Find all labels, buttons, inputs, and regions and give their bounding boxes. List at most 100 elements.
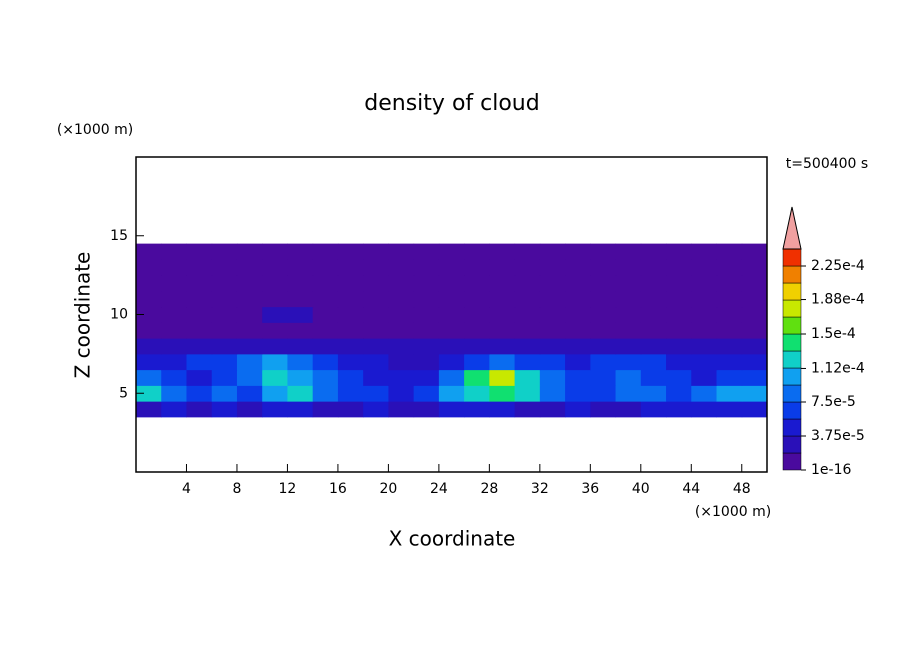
- contour-cell: [186, 338, 213, 355]
- contour-cell: [388, 353, 415, 371]
- contour-cell: [186, 306, 213, 323]
- contour-cell: [539, 369, 566, 386]
- contour-cell: [337, 243, 364, 260]
- contour-cell: [514, 385, 541, 402]
- contour-cell: [161, 322, 187, 339]
- contour-cell: [337, 290, 364, 308]
- contour-cell: [489, 243, 516, 260]
- contour-cell: [464, 353, 490, 371]
- contour-cell: [640, 338, 667, 355]
- contour-cell: [615, 385, 642, 402]
- contour-cell: [438, 338, 465, 355]
- contour-cell: [161, 385, 187, 402]
- colorbar-band: [782, 282, 802, 301]
- colorbar-band: [782, 384, 802, 403]
- contour-cell: [514, 306, 541, 323]
- contour-cell: [136, 385, 162, 402]
- contour-cell: [464, 401, 490, 418]
- contour-cell: [312, 338, 339, 355]
- contour-cell: [615, 290, 642, 308]
- contour-cell: [438, 306, 465, 323]
- contour-cell: [741, 243, 768, 260]
- contour-cell: [716, 275, 743, 292]
- contour-cell: [489, 290, 516, 308]
- contour-cell: [161, 290, 187, 308]
- contour-cell: [666, 401, 692, 418]
- contour-cell: [640, 385, 667, 402]
- contour-cell: [363, 259, 389, 276]
- contour-cell: [590, 243, 617, 260]
- contour-cell: [438, 401, 465, 418]
- contour-cell: [464, 290, 490, 308]
- contour-cell: [161, 401, 187, 418]
- contour-cell: [691, 322, 718, 339]
- contour-cell: [590, 353, 617, 371]
- contour-cell: [413, 353, 440, 371]
- contour-cell: [716, 401, 743, 418]
- contour-cell: [337, 322, 364, 339]
- contour-cell: [565, 369, 591, 386]
- contour-cell: [666, 385, 692, 402]
- contour-cell: [590, 275, 617, 292]
- contour-cell: [464, 275, 490, 292]
- contour-cell: [640, 259, 667, 276]
- contour-cell: [489, 353, 516, 371]
- contour-field: [136, 243, 768, 418]
- contour-cell: [691, 275, 718, 292]
- contour-cell: [236, 322, 263, 339]
- contour-cell: [565, 338, 591, 355]
- contour-cell: [211, 306, 238, 323]
- contour-cell: [262, 306, 288, 323]
- contour-cell: [236, 353, 263, 371]
- contour-cell: [136, 275, 162, 292]
- contour-cell: [312, 290, 339, 308]
- contour-cell: [565, 401, 591, 418]
- contour-cell: [539, 259, 566, 276]
- contour-cell: [666, 243, 692, 260]
- contour-cell: [136, 369, 162, 386]
- contour-cell: [287, 353, 314, 371]
- contour-cell: [262, 259, 288, 276]
- contour-cell: [615, 338, 642, 355]
- contour-cell: [615, 369, 642, 386]
- contour-cell: [136, 306, 162, 323]
- contour-cell: [666, 275, 692, 292]
- contour-cell: [262, 353, 288, 371]
- contour-cell: [287, 385, 314, 402]
- contour-cell: [741, 338, 768, 355]
- contour-cell: [161, 338, 187, 355]
- contour-cell: [741, 259, 768, 276]
- colorbar-band: [782, 367, 802, 386]
- contour-cell: [615, 243, 642, 260]
- contour-cell: [363, 306, 389, 323]
- contour-cell: [186, 243, 213, 260]
- contour-cell: [539, 338, 566, 355]
- contour-cell: [741, 401, 768, 418]
- contour-cell: [590, 259, 617, 276]
- colorbar-tick-label: 1.88e-4: [811, 292, 865, 308]
- chart-title: density of cloud: [364, 91, 539, 116]
- x-tick-label: 28: [480, 481, 498, 497]
- contour-cell: [666, 369, 692, 386]
- contour-cell: [565, 275, 591, 292]
- contour-cell: [161, 369, 187, 386]
- contour-cell: [741, 322, 768, 339]
- contour-cell: [262, 290, 288, 308]
- contour-cell: [691, 401, 718, 418]
- contour-cell: [337, 306, 364, 323]
- contour-cell: [186, 259, 213, 276]
- contour-cell: [438, 353, 465, 371]
- contour-cell: [539, 353, 566, 371]
- y-tick-label: 5: [119, 385, 128, 401]
- x-tick-label: 16: [329, 481, 347, 497]
- contour-cell: [539, 275, 566, 292]
- contour-cell: [640, 322, 667, 339]
- contour-cell: [640, 290, 667, 308]
- contour-cell: [716, 243, 743, 260]
- colorbar-tick-label: 1.12e-4: [811, 360, 865, 376]
- contour-cell: [337, 369, 364, 386]
- contour-cell: [413, 259, 440, 276]
- contour-cell: [716, 353, 743, 371]
- contour-cell: [312, 353, 339, 371]
- contour-cell: [287, 306, 314, 323]
